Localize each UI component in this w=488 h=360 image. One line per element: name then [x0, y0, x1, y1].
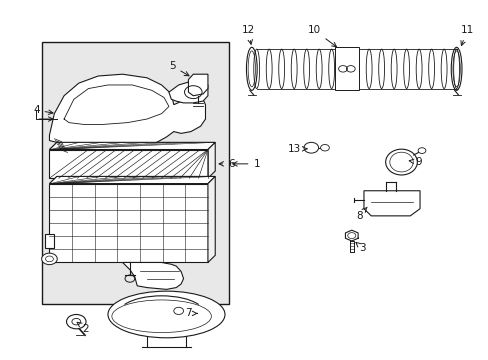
Text: 8: 8 — [355, 207, 366, 221]
Polygon shape — [122, 262, 183, 289]
Text: 7: 7 — [185, 309, 197, 318]
Polygon shape — [49, 184, 207, 262]
Polygon shape — [49, 176, 215, 184]
Circle shape — [417, 148, 425, 153]
Text: 9: 9 — [408, 157, 422, 167]
Text: 5: 5 — [169, 61, 189, 76]
Text: 1: 1 — [232, 159, 260, 169]
Polygon shape — [207, 176, 215, 262]
Polygon shape — [188, 74, 207, 96]
Polygon shape — [49, 74, 205, 148]
Circle shape — [304, 142, 318, 153]
Polygon shape — [207, 142, 215, 178]
Polygon shape — [49, 149, 207, 178]
Polygon shape — [168, 81, 207, 103]
Circle shape — [41, 253, 57, 265]
Text: 6: 6 — [219, 159, 234, 169]
Bar — [42, 42, 228, 304]
Ellipse shape — [108, 291, 224, 338]
Circle shape — [66, 315, 86, 329]
Text: 4: 4 — [33, 105, 53, 115]
Bar — [334, 47, 358, 90]
Text: 3: 3 — [355, 242, 365, 253]
Polygon shape — [363, 191, 419, 216]
Text: 11: 11 — [460, 25, 473, 45]
Polygon shape — [44, 234, 54, 248]
Text: 13: 13 — [287, 144, 306, 154]
Text: 2: 2 — [77, 322, 89, 334]
Polygon shape — [49, 142, 215, 149]
Circle shape — [320, 144, 329, 151]
Text: 12: 12 — [241, 25, 255, 44]
Text: 10: 10 — [307, 25, 336, 47]
